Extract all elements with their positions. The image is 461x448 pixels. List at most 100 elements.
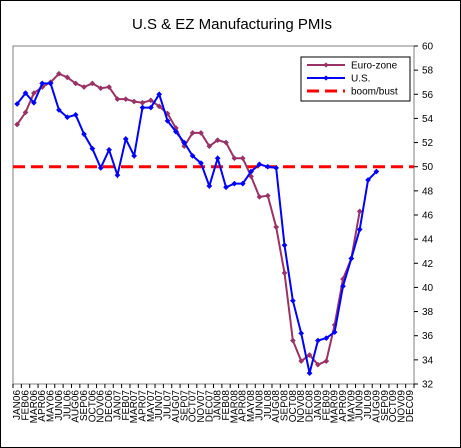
x-tick-label: DEC08 [305, 390, 316, 423]
data-point-u-s [172, 128, 179, 135]
x-tick-label: NOV08 [296, 390, 307, 423]
x-tick-label: NOV07 [196, 390, 207, 423]
y-tick-label: 38 [422, 307, 434, 318]
x-tick-label: JAN06 [12, 390, 23, 420]
x-tick-label: MAR07 [129, 390, 140, 424]
data-point-euro-zone [55, 70, 62, 77]
data-point-u-s [373, 168, 380, 175]
data-point-u-s [289, 297, 296, 304]
x-tick-label: JUN08 [254, 390, 265, 421]
data-point-u-s [340, 283, 346, 290]
y-tick-label: 54 [422, 114, 434, 125]
data-point-euro-zone [147, 97, 154, 104]
data-point-u-s [72, 111, 79, 118]
x-tick-label: MAY07 [146, 390, 157, 422]
x-tick-label: OCT06 [87, 390, 98, 423]
data-point-euro-zone [223, 139, 229, 146]
data-point-u-s [89, 145, 96, 152]
data-point-u-s [30, 99, 37, 106]
legend-marker-euro-zone [323, 62, 329, 68]
data-point-u-s [22, 90, 29, 97]
y-tick-label: 44 [422, 235, 434, 246]
x-tick-label: APR09 [338, 390, 349, 422]
x-tick-label: JUN06 [54, 390, 65, 421]
x-tick-label: MAR06 [29, 390, 40, 424]
x-tick-label: JAN09 [313, 390, 324, 420]
data-point-u-s [131, 152, 138, 159]
data-point-euro-zone [289, 337, 296, 344]
x-tick-label: DEC09 [405, 390, 416, 423]
data-point-u-s [55, 107, 62, 113]
data-point-u-s [181, 139, 188, 146]
data-point-euro-zone [114, 96, 121, 103]
x-tick-label: FEB07 [121, 390, 132, 421]
x-tick-label: MAR09 [330, 390, 341, 424]
data-point-u-s [206, 183, 213, 189]
y-tick-label: 52 [422, 138, 434, 149]
y-tick-label: 36 [422, 331, 434, 342]
data-point-euro-zone [64, 74, 71, 81]
data-point-u-s [239, 180, 246, 187]
x-tick-label: DEC06 [104, 390, 115, 423]
data-point-u-s [356, 226, 363, 233]
data-point-euro-zone [72, 80, 79, 87]
data-point-euro-zone [306, 352, 313, 358]
y-tick-label: 50 [422, 162, 434, 173]
y-tick-label: 32 [422, 380, 434, 391]
data-point-u-s [47, 80, 54, 87]
data-point-euro-zone [122, 96, 129, 103]
y-tick-label: 40 [422, 283, 434, 294]
data-point-euro-zone [264, 192, 271, 199]
data-point-u-s [122, 135, 129, 142]
x-tick-label: AUG06 [71, 390, 82, 423]
data-point-u-s [231, 180, 238, 187]
x-tick-label: AUG09 [371, 390, 382, 423]
y-tick-label: 34 [422, 355, 434, 366]
plot-border [12, 45, 415, 385]
x-tick-label: AUG07 [171, 390, 182, 423]
x-tick-label: MAY09 [346, 390, 357, 422]
data-point-euro-zone [298, 358, 305, 365]
y-tick-label: 60 [422, 42, 434, 53]
data-point-euro-zone [323, 358, 330, 365]
data-point-u-s [323, 335, 330, 342]
data-point-u-s [248, 168, 255, 175]
data-point-euro-zone [97, 85, 104, 92]
data-point-u-s [264, 163, 271, 170]
legend-label-euro-zone: Euro-zone [351, 61, 398, 72]
data-point-u-s [164, 117, 171, 124]
data-point-euro-zone [14, 121, 21, 128]
x-tick-label: JUL06 [62, 390, 73, 419]
x-tick-label: SEP09 [380, 390, 391, 422]
data-point-u-s [314, 337, 321, 344]
x-tick-label: JUN07 [154, 390, 165, 421]
x-tick-label: JUL08 [263, 390, 274, 419]
x-tick-label: JUN09 [355, 390, 366, 421]
x-tick-label: DEC07 [204, 390, 215, 423]
data-point-euro-zone [89, 80, 96, 87]
data-point-u-s [81, 131, 87, 138]
y-tick-label: 42 [422, 259, 434, 270]
data-point-u-s [273, 164, 280, 171]
x-tick-label: FEB08 [221, 390, 232, 421]
y-tick-label: 58 [422, 66, 434, 77]
data-point-euro-zone [356, 208, 363, 215]
data-point-euro-zone [206, 143, 213, 150]
data-point-euro-zone [281, 269, 288, 276]
data-point-u-s [97, 164, 104, 171]
x-tick-label: AUG08 [271, 390, 282, 423]
x-tick-label: SEP07 [179, 390, 190, 422]
data-point-u-s [156, 91, 163, 98]
x-tick-label: JAN08 [213, 390, 224, 420]
data-point-euro-zone [22, 109, 29, 116]
plot-area: 32 34 36 38 40 42 44 46 48 50 52 54 56 58 60 JAN06FEB06… [12, 42, 433, 424]
x-tick-label: NOV09 [396, 390, 407, 423]
data-point-u-s [39, 80, 46, 87]
data-point-u-s [365, 177, 372, 183]
x-tick-label: APR07 [137, 390, 148, 422]
data-point-u-s [298, 330, 305, 337]
data-point-u-s [331, 329, 338, 336]
data-point-euro-zone [156, 103, 163, 110]
